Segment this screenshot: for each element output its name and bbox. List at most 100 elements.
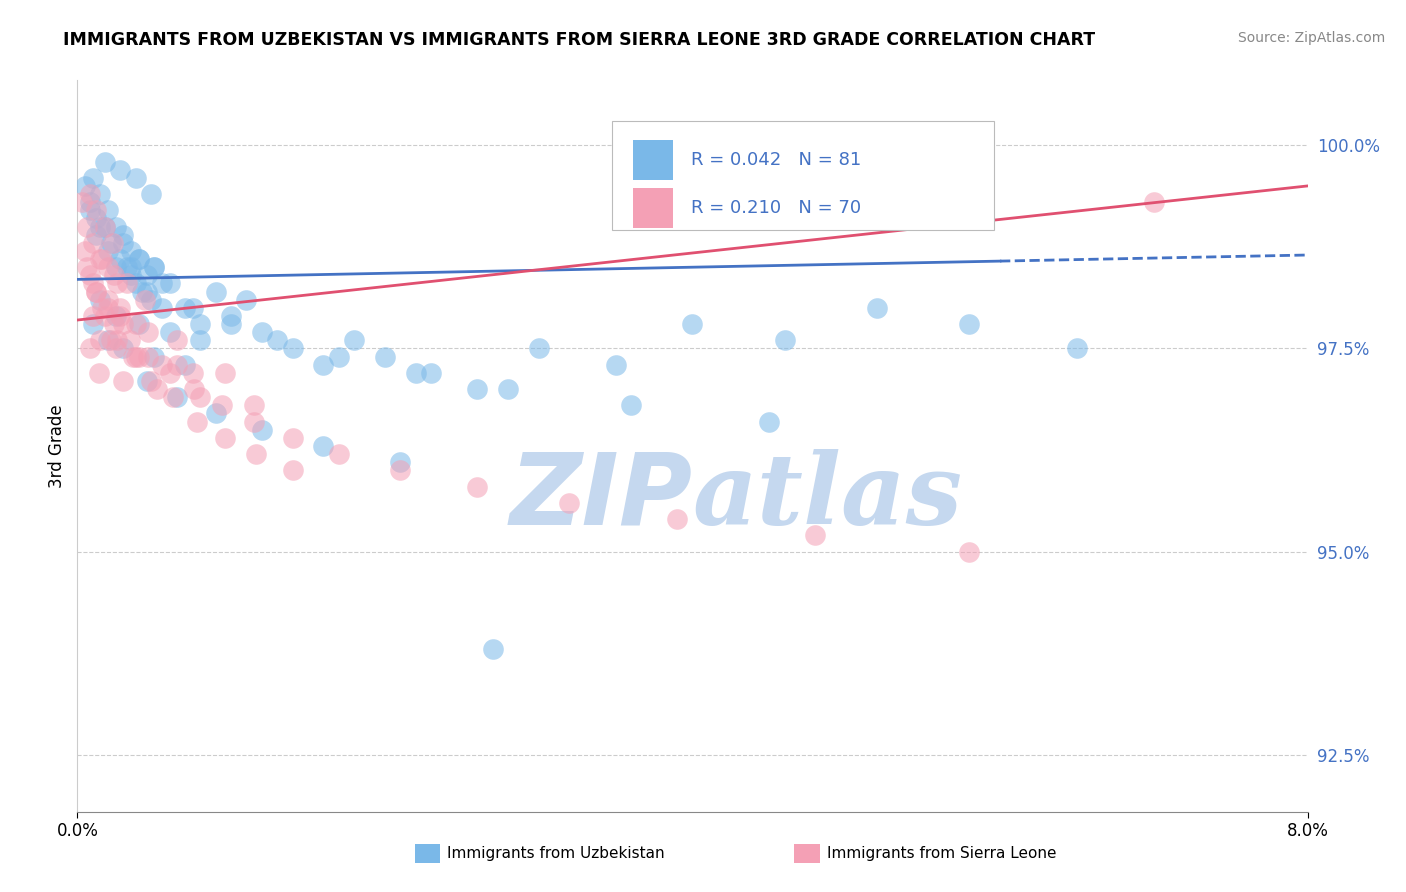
Text: R = 0.042   N = 81: R = 0.042 N = 81 — [692, 151, 862, 169]
Point — [204, 407, 226, 421]
Point — [219, 317, 242, 331]
Point — [120, 268, 142, 283]
Point — [866, 301, 889, 315]
Point — [666, 512, 689, 526]
Point — [79, 342, 101, 356]
Point — [125, 350, 148, 364]
Point — [162, 390, 184, 404]
Point — [121, 350, 143, 364]
Point — [89, 252, 111, 266]
Point — [143, 260, 166, 275]
Point — [70, 195, 93, 210]
Text: ZIP: ZIP — [509, 449, 693, 546]
Point — [82, 235, 104, 250]
Point — [281, 431, 304, 445]
Point — [204, 285, 226, 299]
Point — [104, 309, 127, 323]
Point — [94, 219, 117, 234]
Point — [82, 170, 104, 185]
Point — [250, 423, 273, 437]
Point — [558, 496, 581, 510]
Point — [174, 301, 197, 315]
Point — [90, 252, 114, 266]
Point — [214, 431, 236, 445]
Point — [266, 334, 288, 348]
Point — [1066, 342, 1088, 356]
Point — [97, 260, 120, 275]
Point — [100, 235, 122, 250]
Point — [82, 277, 104, 291]
Point — [527, 342, 550, 356]
Point — [773, 334, 796, 348]
Point — [804, 528, 827, 542]
Point — [181, 366, 204, 380]
Point — [84, 227, 107, 242]
Text: Immigrants from Uzbekistan: Immigrants from Uzbekistan — [447, 847, 665, 861]
Point — [758, 415, 780, 429]
Point — [135, 268, 157, 283]
Point — [188, 317, 212, 331]
Point — [89, 293, 111, 307]
Point — [90, 301, 114, 315]
Point — [120, 260, 142, 275]
Point — [136, 325, 159, 339]
Point — [103, 268, 125, 283]
Point — [105, 277, 128, 291]
Point — [110, 162, 132, 177]
Point — [143, 260, 166, 275]
Point — [97, 203, 120, 218]
Point — [97, 301, 120, 315]
Point — [181, 301, 204, 315]
Point — [112, 374, 135, 388]
Point — [496, 382, 519, 396]
Point — [110, 252, 132, 266]
Point — [141, 187, 163, 202]
Point — [125, 170, 148, 185]
Point — [128, 350, 150, 364]
Point — [135, 374, 157, 388]
Point — [84, 203, 107, 218]
Point — [105, 334, 128, 348]
Point — [79, 203, 101, 218]
Point — [104, 219, 127, 234]
Point — [115, 260, 138, 275]
Point — [89, 187, 111, 202]
Text: Immigrants from Sierra Leone: Immigrants from Sierra Leone — [827, 847, 1056, 861]
Point — [97, 334, 120, 348]
Point — [481, 642, 503, 657]
Point — [94, 309, 117, 323]
Point — [76, 260, 98, 275]
Point — [131, 285, 153, 299]
Text: atlas: atlas — [693, 449, 963, 545]
Point — [110, 309, 132, 323]
Point — [281, 342, 304, 356]
Point — [465, 480, 488, 494]
Point — [143, 350, 166, 364]
Point — [79, 268, 101, 283]
Point — [159, 366, 181, 380]
Point — [128, 252, 150, 266]
Point — [957, 544, 980, 558]
Point — [682, 317, 704, 331]
Point — [89, 219, 111, 234]
Point — [128, 317, 150, 331]
Point — [211, 398, 233, 412]
Point — [389, 455, 412, 469]
Point — [97, 293, 120, 307]
Point — [281, 463, 304, 477]
Point — [94, 154, 117, 169]
Point — [125, 317, 148, 331]
Point — [159, 277, 181, 291]
Point — [84, 285, 107, 299]
Point — [146, 382, 169, 396]
Point — [104, 342, 127, 356]
Point — [87, 366, 110, 380]
Point — [235, 293, 257, 307]
Point — [76, 219, 98, 234]
Point — [128, 252, 150, 266]
FancyBboxPatch shape — [634, 188, 673, 228]
Point — [605, 358, 627, 372]
Point — [79, 187, 101, 202]
Point — [186, 415, 208, 429]
Point — [94, 219, 117, 234]
